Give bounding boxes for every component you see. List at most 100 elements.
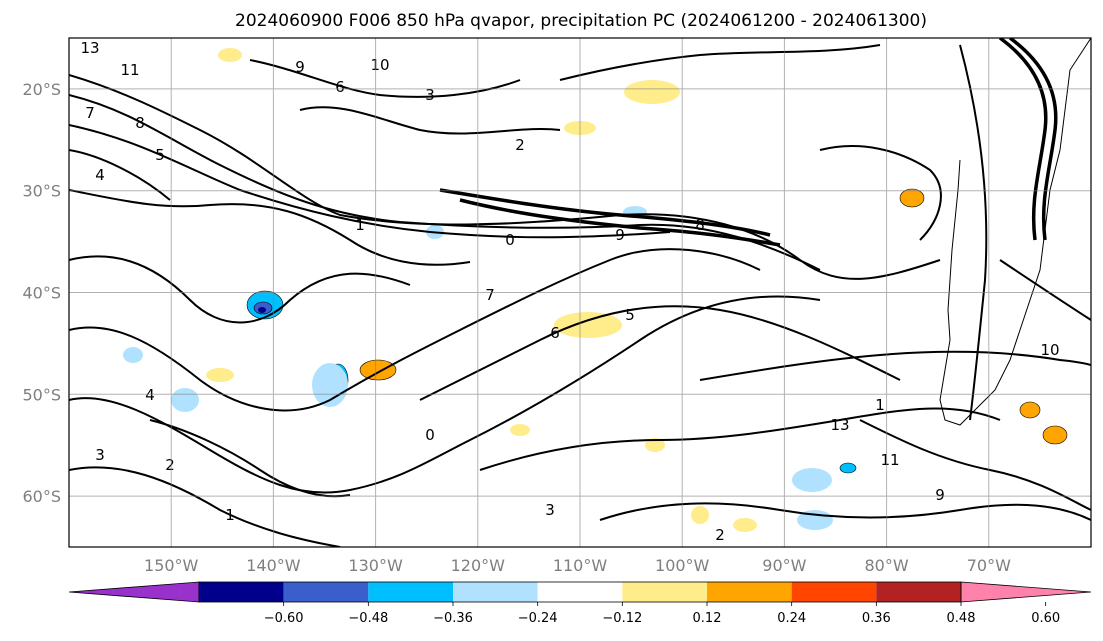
contour-label: 1 [875,396,885,414]
contour-line [479,407,1001,471]
precip-blob [624,80,680,104]
colorbar-tick-label: 0.48 [947,611,976,626]
colorbar-segment [453,582,538,602]
contour-label: 7 [85,104,95,122]
colorbar-segment [707,582,792,602]
colorbar-under-triangle [68,581,200,603]
precip-blob [171,388,199,412]
contour-label: 8 [695,216,705,234]
contour-label: 3 [95,446,105,464]
contour-line [249,59,521,98]
lon-tick-label: 90°W [762,556,806,575]
contour-label: 10 [1040,341,1059,359]
contour-label: 11 [120,61,139,79]
longitude-labels: 150°W 140°W 130°W 120°W 110°W 100°W 90°W 80°W 70… [144,556,1011,575]
contour-label: 1 [225,506,235,524]
precip-blob [1042,425,1068,445]
contour-label: 6 [335,78,345,96]
contour-line [439,188,771,237]
contour-label: 6 [550,324,560,342]
contour-line [69,94,821,271]
colorbar-segment [368,582,453,602]
lon-tick-label: 100°W [655,556,710,575]
contour-line [69,124,671,239]
contour-label: 4 [95,166,105,184]
contour-label: 11 [880,451,899,469]
contour-label: 3 [545,501,555,519]
contour-label: 0 [425,426,435,444]
precip-blob [206,368,234,382]
contour-label: 9 [615,226,625,244]
contour-line [999,259,1091,321]
contour-line [149,419,351,498]
contour-line [819,145,942,241]
colorbar-segment [622,582,707,602]
precip-blob [1019,401,1041,419]
lon-tick-label: 150°W [144,556,199,575]
graticule [69,38,1091,547]
lat-tick-label: 20°S [22,80,61,99]
contour-label: 2 [165,456,175,474]
contour-label: 3 [425,86,435,104]
colorbar-tick-label: −0.48 [348,611,388,626]
colorbar-tick-label: −0.24 [518,611,558,626]
contour-label: 2 [715,526,725,544]
contour-label: 5 [155,146,165,164]
contour-line [299,106,561,135]
contour-line [859,419,1091,511]
lon-tick-label: 110°W [553,556,608,575]
precip-blob [359,359,397,381]
lon-tick-label: 130°W [348,556,403,575]
contour-label: 1 [355,216,365,234]
colorbar-segment [791,582,877,602]
precip-blob [258,307,266,313]
precip-blob [218,48,242,62]
contour-line [69,149,171,201]
colorbar-tick-label: −0.36 [433,611,473,626]
contour-label: 10 [370,56,389,74]
colorbar-tick-label: 0.24 [777,611,806,626]
contour-line [69,248,761,412]
contour-line [1008,38,1058,241]
contour-line [69,295,821,494]
contour-line [419,305,901,401]
lat-tick-label: 60°S [22,487,61,506]
precip-blob [792,468,832,492]
precip-blob [123,347,143,363]
colorbar-tick-label: 0.60 [1031,611,1060,626]
lat-tick-label: 30°S [22,182,61,201]
precip-blob [899,188,925,208]
contour-line [69,74,941,280]
colorbar-tick-label: −0.60 [264,611,304,626]
map-frame [68,37,1092,548]
precip-blob [510,424,530,436]
colorbar-tick-label: −0.12 [602,611,642,626]
lat-tick-label: 50°S [22,385,61,404]
contour-line [559,44,881,81]
contour-label: 9 [935,486,945,504]
lon-tick-label: 80°W [865,556,909,575]
precip-blob [691,506,709,524]
colorbar-tick-label: 0.36 [862,611,891,626]
colorbar-segment [876,582,961,602]
contour-label: 0 [505,231,515,249]
contour-line [69,255,411,324]
precip-blob [312,363,348,407]
lon-tick-label: 120°W [451,556,506,575]
contour-label: 5 [625,306,635,324]
map-title: 2024060900 F006 850 hPa qvapor, precipit… [235,11,927,31]
precip-blob [733,518,757,532]
lon-tick-label: 140°W [246,556,301,575]
contour-line [459,198,781,247]
contour-line [599,502,1091,521]
contour-line [998,38,1048,241]
contour-label: 7 [485,286,495,304]
precip-blob [839,462,857,474]
colorbar: −0.60 −0.48 −0.36 −0.24 −0.12 0.12 0.24 0.36 0.4… [68,581,1092,626]
contour-line [69,466,341,547]
lon-tick-label: 70°W [967,556,1011,575]
contour-line [699,350,1091,381]
